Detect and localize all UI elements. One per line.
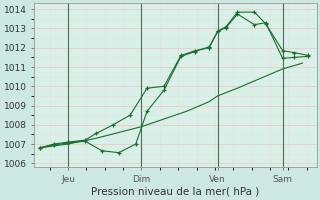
- X-axis label: Pression niveau de la mer( hPa ): Pression niveau de la mer( hPa ): [91, 187, 260, 197]
